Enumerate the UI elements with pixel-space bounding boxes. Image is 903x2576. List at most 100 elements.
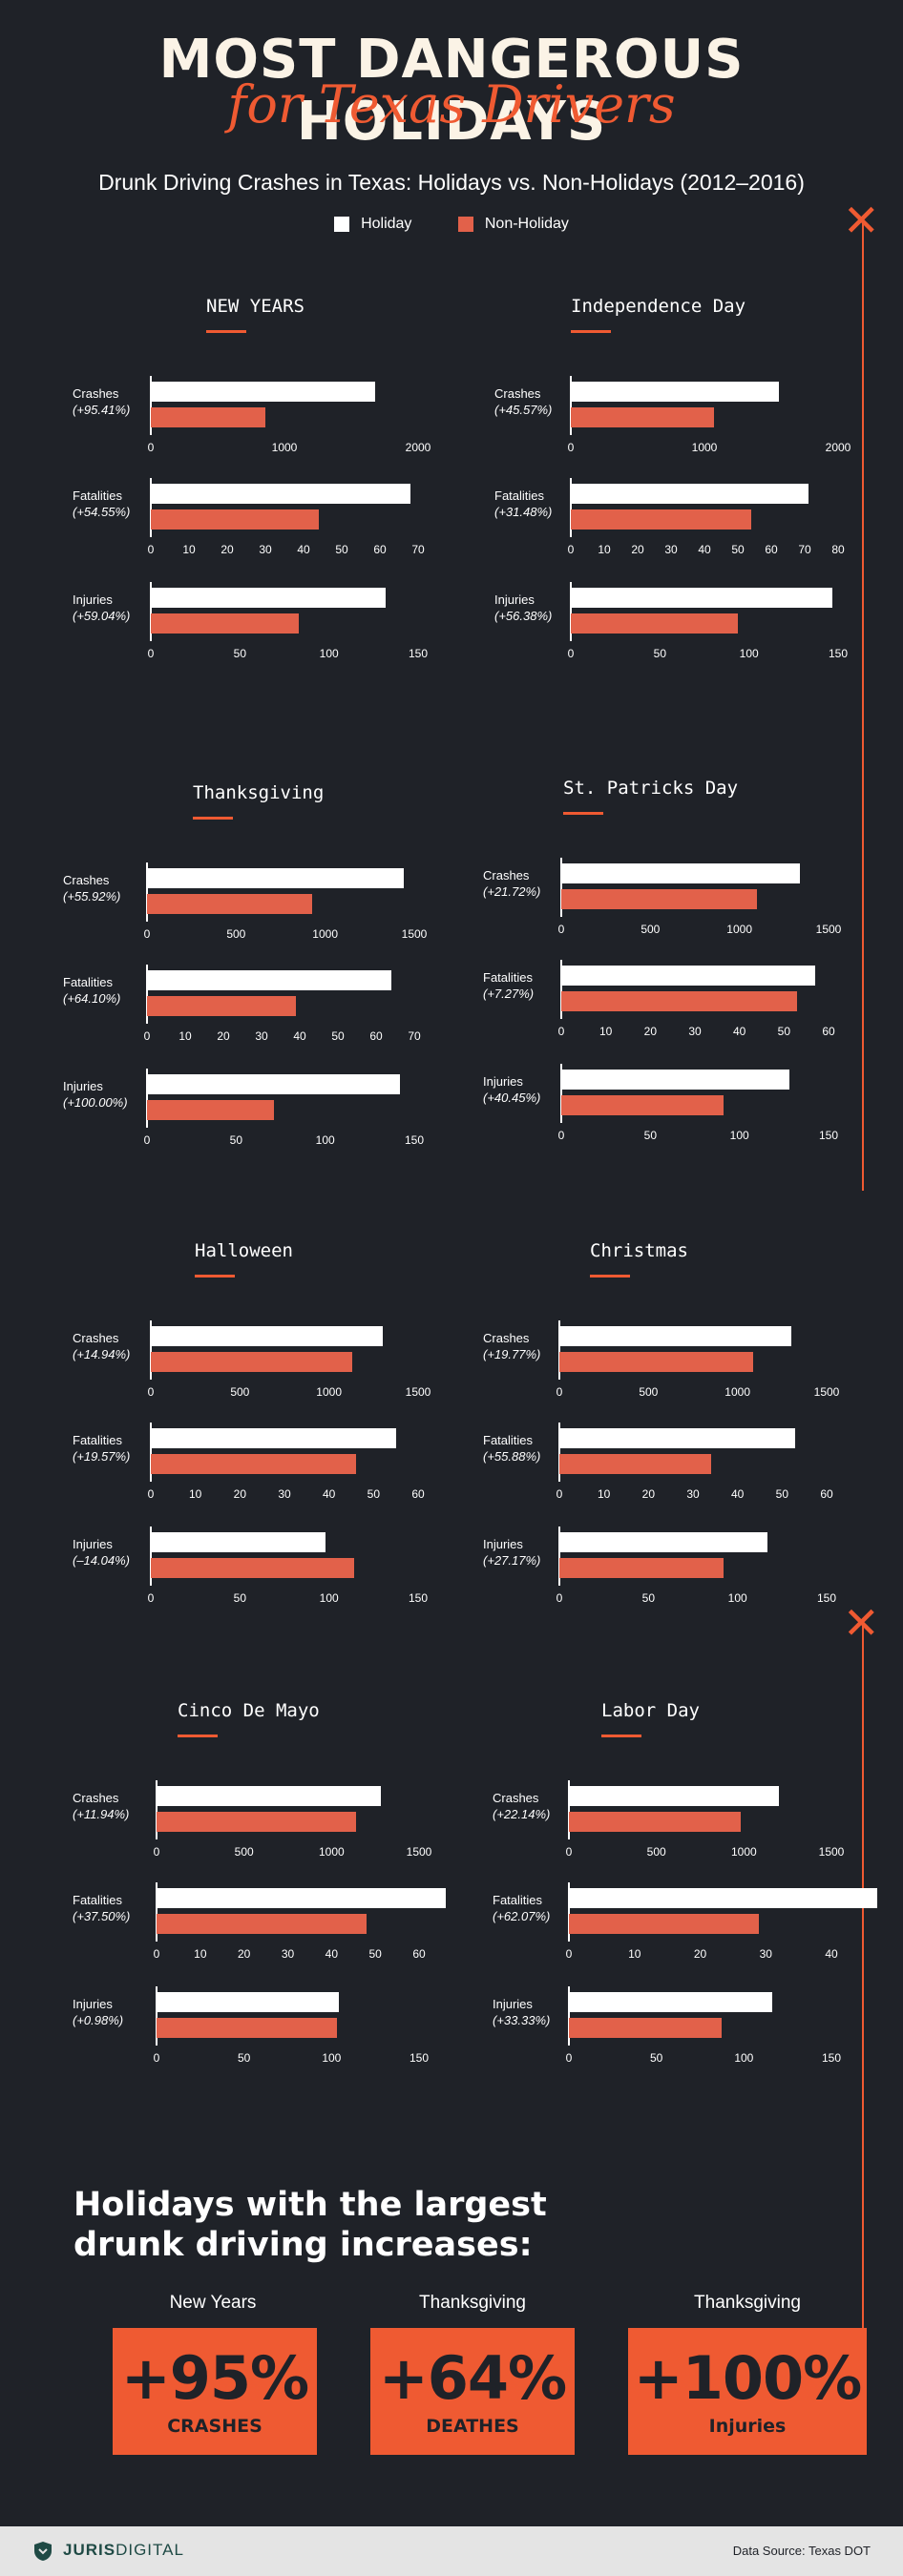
chart-title: St. Patricks Day	[563, 778, 739, 799]
tick-label: 60	[411, 1487, 425, 1501]
tick-label: 60	[765, 543, 778, 556]
chart-title-underline	[590, 1275, 630, 1278]
tick-label: 10	[598, 1025, 613, 1038]
metric-name: Injuries	[73, 1997, 113, 2011]
chart-title: NEW YEARS	[206, 296, 304, 317]
bar-non-holiday	[147, 996, 296, 1016]
metric-name: Injuries	[73, 1537, 113, 1551]
axis-line	[570, 582, 572, 641]
tick-label: 0	[153, 1947, 160, 1961]
tick-label: 10	[598, 543, 611, 556]
tick-label: 10	[182, 543, 196, 556]
tick-label: 60	[369, 1029, 383, 1043]
tick-label: 50	[229, 1133, 243, 1147]
bar-holiday	[151, 588, 387, 608]
close-x-icon-1: ✕	[843, 195, 880, 246]
footer: JURISDIGITAL Data Source: Texas DOT	[0, 2526, 903, 2576]
metric-name: Crashes	[63, 873, 110, 887]
bar-holiday	[561, 1070, 789, 1090]
tick-label: 10	[628, 1947, 641, 1961]
tick-label: 50	[233, 1591, 247, 1605]
bar-non-holiday	[157, 1914, 367, 1934]
chart-title: Thanksgiving	[193, 782, 325, 803]
chart-title-underline	[195, 1275, 235, 1278]
tick-label: 30	[664, 543, 678, 556]
tick-label: 40	[322, 1487, 336, 1501]
metric-name: Crashes	[494, 386, 541, 401]
chart-title-underline	[571, 330, 611, 333]
tick-label: 40	[293, 1029, 306, 1043]
tick-label: 100	[315, 1133, 335, 1147]
tick-label: 2000	[825, 441, 851, 454]
bar-non-holiday	[569, 2018, 722, 2038]
bar-holiday	[157, 1888, 446, 1908]
data-source: Data Source: Texas DOT	[732, 2544, 871, 2558]
metric-label: Injuries (+40.45%)	[483, 1073, 559, 1106]
tick-label: 10	[178, 1029, 192, 1043]
tick-label: 70	[411, 543, 425, 556]
metric-change: (+59.04%)	[73, 609, 131, 623]
metric-change: (+40.45%)	[483, 1091, 541, 1105]
metric-label: Fatalities (+37.50%)	[73, 1892, 149, 1924]
stat-value-1: +95%	[120, 2343, 309, 2413]
tick-label: 150	[818, 1129, 839, 1142]
tick-label: 150	[821, 2051, 842, 2065]
metric-label: Injuries (+59.04%)	[73, 592, 149, 624]
axis-line	[150, 376, 152, 435]
metric-change: (+55.88%)	[483, 1449, 541, 1464]
bar-non-holiday	[151, 613, 299, 634]
tick-label: 20	[217, 1029, 230, 1043]
axis-line	[558, 1320, 560, 1380]
chart-title: Cinco De Mayo	[178, 1700, 320, 1721]
tick-label: 60	[820, 1487, 833, 1501]
tick-label: 50	[653, 647, 667, 660]
tick-label: 1000	[724, 1385, 751, 1399]
metric-name: Crashes	[73, 386, 119, 401]
tick-label: 30	[688, 1025, 702, 1038]
bar-non-holiday	[561, 991, 798, 1011]
tick-label: 500	[639, 1385, 659, 1399]
axis-line	[570, 478, 572, 537]
tick-label: 500	[640, 923, 661, 936]
metric-change: (+45.57%)	[494, 403, 553, 417]
chart-title-underline	[193, 817, 233, 820]
tick-label: 0	[143, 1133, 151, 1147]
axis-line	[150, 478, 152, 537]
tick-label: 0	[147, 1591, 155, 1605]
stat-metric-3: Injuries	[708, 2416, 787, 2437]
tick-label: 1000	[312, 927, 339, 941]
bar-non-holiday	[157, 2018, 337, 2038]
tick-label: 20	[237, 1947, 251, 1961]
metric-label: Crashes (+22.14%)	[493, 1790, 569, 1822]
main-subtitle-script: for Texas Drivers	[227, 74, 676, 135]
metric-name: Crashes	[493, 1791, 539, 1805]
tick-label: 0	[147, 647, 155, 660]
metric-label: Fatalities (+19.57%)	[73, 1432, 149, 1465]
bar-non-holiday	[571, 407, 714, 427]
bar-non-holiday	[569, 1812, 741, 1832]
bar-holiday	[571, 588, 833, 608]
tick-label: 1500	[405, 1385, 431, 1399]
metric-change: (+37.50%)	[73, 1909, 131, 1923]
bar-non-holiday	[559, 1454, 711, 1474]
metric-label: Injuries (+33.33%)	[493, 1996, 569, 2028]
metric-name: Crashes	[483, 1331, 530, 1345]
bar-holiday	[147, 868, 404, 888]
metric-change: (+62.07%)	[493, 1909, 551, 1923]
bar-non-holiday	[571, 509, 751, 530]
bar-non-holiday	[571, 613, 739, 634]
bar-holiday	[151, 1532, 326, 1552]
bar-holiday	[571, 382, 780, 402]
tick-label: 0	[567, 543, 575, 556]
largest-increases-heading: Holidays with the largest drunk driving …	[74, 2185, 547, 2265]
axis-line	[560, 1064, 562, 1123]
bar-holiday	[559, 1532, 768, 1552]
bar-non-holiday	[147, 1100, 274, 1120]
axis-line	[156, 1780, 158, 1839]
tick-label: 10	[188, 1487, 202, 1501]
tick-label: 50	[641, 1591, 656, 1605]
axis-line	[156, 1882, 158, 1942]
tick-label: 40	[732, 1025, 746, 1038]
tick-label: 100	[727, 1591, 747, 1605]
chart-title: Christmas	[590, 1240, 688, 1261]
